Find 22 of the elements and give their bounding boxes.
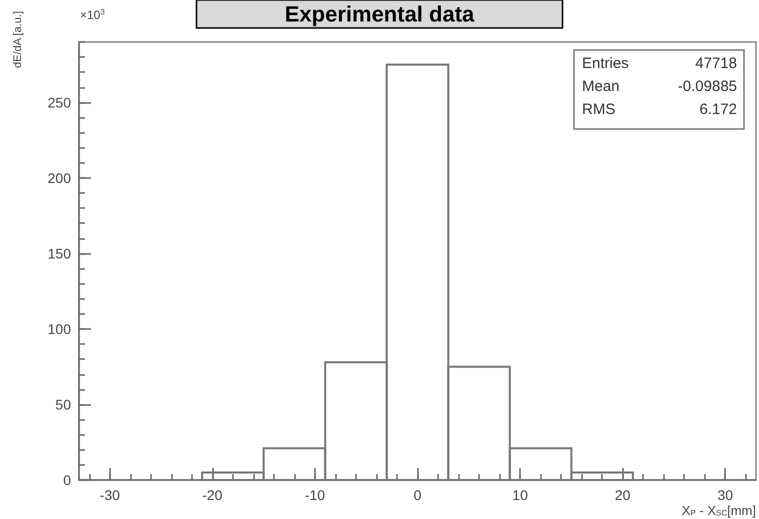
annotation: 47718 — [695, 55, 737, 72]
y-tick-label: 200 — [48, 170, 72, 186]
chart-title: Experimental data — [284, 2, 476, 26]
x-tick-label: 30 — [717, 487, 734, 503]
annotation: -0.09885 — [678, 78, 737, 95]
x-tick-label: 20 — [614, 487, 631, 503]
x-axis-title: XP - XSC[mm] — [682, 502, 756, 518]
x-tick-label: -10 — [304, 487, 326, 503]
y-tick-label: 0 — [63, 472, 72, 488]
x-tick-label: 0 — [414, 487, 422, 503]
annotation: Mean — [582, 78, 620, 95]
annotation: RMS — [582, 101, 616, 118]
y-tick-label: 100 — [48, 320, 72, 337]
x-tick-label: 10 — [512, 487, 528, 503]
y-tick-label: 250 — [48, 94, 72, 110]
y-tick-label: 50 — [55, 396, 72, 412]
x-tick-label: -20 — [202, 487, 223, 503]
y-tick-label: 150 — [48, 245, 72, 262]
y-axis-title: dE/dA [a.u.] — [12, 11, 24, 68]
annotation: Entries — [582, 55, 629, 72]
annotation: 6.172 — [699, 101, 737, 118]
x-tick-label: -30 — [100, 487, 120, 503]
